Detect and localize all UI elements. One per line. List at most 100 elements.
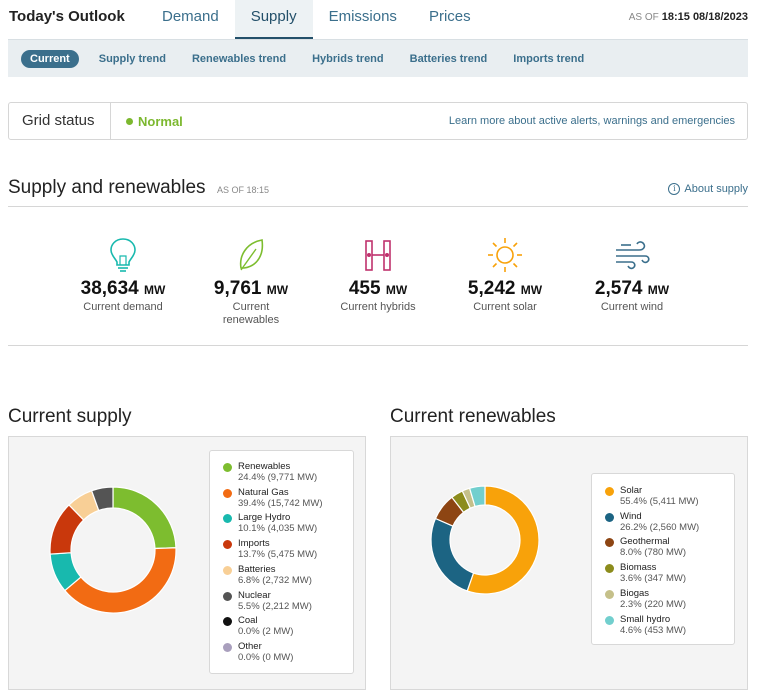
hybrid-icon xyxy=(365,240,391,271)
legend-value: 0.0% (0 MW) xyxy=(238,651,294,663)
legend-value: 26.2% (2,560 MW) xyxy=(620,521,700,533)
legend-swatch xyxy=(605,564,614,574)
legend-label: Other xyxy=(238,640,262,652)
legend-value: 2.3% (220 MW) xyxy=(620,598,686,610)
leaf-icon xyxy=(239,239,264,271)
divider xyxy=(110,103,111,139)
legend-label: Geothermal xyxy=(620,536,670,548)
legend-label: Coal xyxy=(238,615,258,627)
lightbulb-icon xyxy=(110,238,136,272)
legend-value: 10.1% (4,035 MW) xyxy=(238,523,318,535)
metric-renewables: 9,761 MW Current renewables xyxy=(186,236,316,327)
metric-value: 455 MW xyxy=(348,278,408,299)
top-bar: Today's Outlook Demand Supply Emissions … xyxy=(0,0,761,39)
supply-panel-title: Current supply xyxy=(8,406,132,427)
legend-swatch xyxy=(605,538,614,548)
supply-donut-chart xyxy=(49,486,177,614)
supply-slice-renewables[interactable] xyxy=(112,486,177,550)
legend-label: Large Hydro xyxy=(238,512,291,524)
legend-swatch xyxy=(223,463,232,472)
metric-value: 38,634 MW xyxy=(80,278,166,299)
legend-value: 8.0% (780 MW) xyxy=(620,547,686,559)
legend-value: 4.6% (453 MW) xyxy=(620,624,686,636)
renewables-legend: Solar 55.4% (5,411 MW) Wind 26.2% (2,560 MW… xyxy=(591,473,735,645)
legend-label: Batteries xyxy=(238,563,276,575)
tab-emissions[interactable]: Emissions xyxy=(328,8,397,25)
legend-value: 55.4% (5,411 MW) xyxy=(620,496,699,507)
brand-title: Today's Outlook xyxy=(9,8,125,25)
legend-swatch xyxy=(605,615,614,625)
metric-label: Current renewables xyxy=(222,301,280,326)
legend-swatch xyxy=(223,565,232,575)
subtab-current[interactable]: Current xyxy=(21,49,79,68)
divider xyxy=(8,345,748,346)
metric-value: 9,761 MW xyxy=(213,278,289,299)
renewables-slice-wind[interactable] xyxy=(430,517,475,592)
subtab-imports-trend[interactable]: Imports trend xyxy=(513,52,585,65)
legend-value: 39.4% (15,742 MW) xyxy=(238,497,323,509)
legend-swatch xyxy=(223,591,232,601)
legend-value: 3.6% (347 MW) xyxy=(620,573,686,585)
legend-swatch xyxy=(605,512,614,522)
metric-solar: 5,242 MW Current solar xyxy=(440,236,570,314)
grid-status-label: Grid status xyxy=(22,112,95,129)
about-supply-label: About supply xyxy=(684,183,748,195)
section-as-of: AS OF 18:15 xyxy=(217,185,270,195)
renewables-slice-small-hydro[interactable] xyxy=(468,485,486,508)
subtab-supply-trend[interactable]: Supply trend xyxy=(98,52,166,65)
legend-value: 5.5% (2,212 MW) xyxy=(238,600,312,612)
legend-value: 6.8% (2,732 MW) xyxy=(238,574,312,586)
subtab-batteries-trend[interactable]: Batteries trend xyxy=(409,52,488,65)
alerts-link[interactable]: Learn more about active alerts, warnings… xyxy=(448,115,735,127)
grid-status-bar: Grid status Normal Learn more about acti… xyxy=(8,102,748,140)
info-icon: i xyxy=(668,183,681,195)
supply-panel: Renewables 24.4% (9,771 MW) Natural Gas 39.… xyxy=(8,436,366,690)
renewables-panel-title: Current renewables xyxy=(390,406,556,427)
sun-icon xyxy=(488,238,522,272)
legend-swatch xyxy=(223,488,232,498)
renewables-panel: Solar 55.4% (5,411 MW) Wind 26.2% (2,560 MW… xyxy=(390,436,748,690)
subtab-hybrids-trend[interactable]: Hybrids trend xyxy=(312,52,384,65)
legend-label: Natural Gas xyxy=(238,486,289,498)
legend-label: Biogas xyxy=(620,587,650,599)
legend-value: 0.0% (2 MW) xyxy=(238,626,294,638)
supply-slice-nuclear[interactable] xyxy=(90,486,114,512)
legend-label: Small hydro xyxy=(620,613,671,625)
sub-tabs: Current Supply trend Renewables trend Hy… xyxy=(8,39,748,77)
tab-demand[interactable]: Demand xyxy=(162,8,219,25)
main-tabs: Demand Supply Emissions Prices xyxy=(146,0,487,39)
about-supply-link[interactable]: i About supply xyxy=(668,183,748,195)
legend-label: Imports xyxy=(238,538,270,550)
status-dot-icon xyxy=(126,118,133,125)
legend-swatch xyxy=(223,540,232,550)
supply-legend: Renewables 24.4% (9,771 MW) Natural Gas 39.… xyxy=(209,450,354,674)
legend-value: 24.4% (9,771 MW) xyxy=(238,472,318,483)
metric-label: Current demand xyxy=(83,301,163,313)
supply-slice-natural-gas[interactable] xyxy=(63,547,177,614)
as-of-label: AS OF xyxy=(628,12,659,23)
metric-wind: 2,574 MW Current wind xyxy=(567,236,697,314)
subtab-renewables-trend[interactable]: Renewables trend xyxy=(191,52,287,65)
as-of-value: 18:15 08/18/2023 xyxy=(661,11,748,23)
legend-label: Biomass xyxy=(620,562,657,574)
renewables-donut-chart xyxy=(430,485,540,595)
legend-value: 13.7% (5,475 MW) xyxy=(238,549,318,561)
divider xyxy=(8,206,748,207)
as-of-timestamp: AS OF 18:15 08/18/2023 xyxy=(629,11,748,23)
metric-label: Current hybrids xyxy=(340,301,416,313)
renewables-slice-solar[interactable] xyxy=(466,485,540,595)
metric-hybrids: 455 MW Current hybrids xyxy=(313,236,443,314)
metric-label: Current solar xyxy=(473,301,537,313)
legend-label: Wind xyxy=(620,510,642,522)
legend-swatch xyxy=(223,642,232,652)
legend-label: Renewables xyxy=(238,461,291,472)
legend-swatch xyxy=(223,617,232,627)
tab-supply[interactable]: Supply xyxy=(234,0,313,39)
wind-icon xyxy=(616,241,650,270)
metric-demand: 38,634 MW Current demand xyxy=(58,236,188,314)
legend-label: Nuclear xyxy=(238,589,271,601)
metric-value: 5,242 MW xyxy=(467,278,543,299)
tab-prices[interactable]: Prices xyxy=(428,8,471,25)
metric-label: Current wind xyxy=(600,301,664,313)
legend-swatch xyxy=(605,589,614,599)
